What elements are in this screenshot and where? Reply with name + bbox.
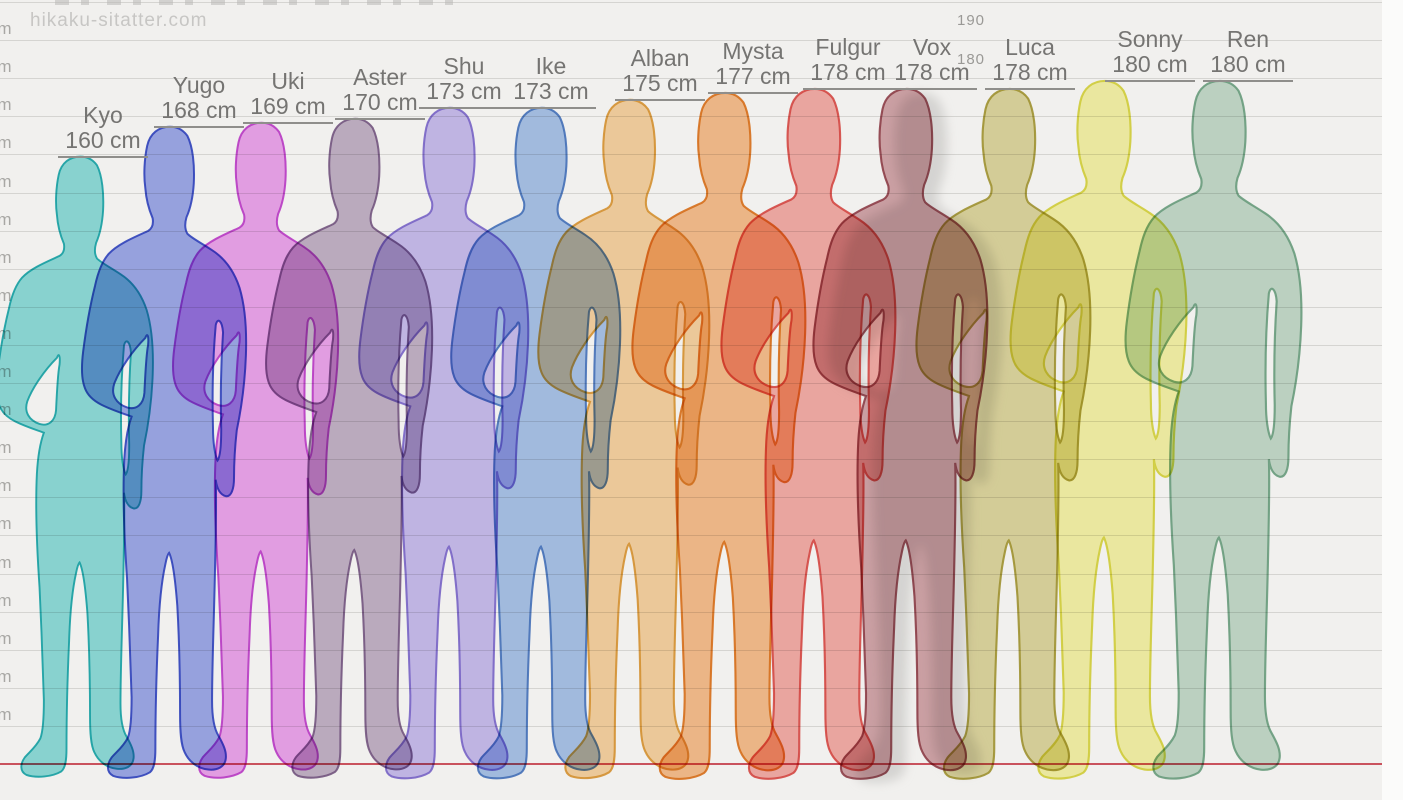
char-height: 177 cm [708, 63, 798, 94]
gridline [0, 116, 1383, 118]
char-label: Luca 178 cm [985, 34, 1075, 90]
inner-axis-label: 190 [957, 12, 986, 29]
figure-ren[interactable] [1117, 78, 1323, 783]
axis-tick-label: 10cm [0, 704, 12, 724]
gridline [0, 2, 1383, 3]
char-label: Fulgur 178 cm [803, 34, 893, 90]
char-name: Aster [353, 64, 407, 91]
char-label: Ren 180 cm [1203, 26, 1293, 83]
char-name: Sonny [1117, 26, 1183, 53]
char-label: Mysta 177 cm [708, 38, 798, 94]
char-name: Mysta [722, 37, 784, 64]
char-name: Alban [630, 45, 690, 72]
char-name: Kyo [83, 102, 123, 129]
axis-tick-label: 130cm [0, 247, 12, 267]
char-label: Shu 173 cm [419, 53, 509, 109]
axis-tick-label: 30cm [0, 628, 12, 648]
axis-tick-label: 190cm [0, 19, 12, 39]
char-label: Aster 170 cm [335, 64, 425, 121]
char-height: 160 cm [58, 128, 148, 159]
char-height: 178 cm [887, 59, 977, 90]
gridline [0, 78, 1383, 80]
char-label: Alban 175 cm [615, 45, 705, 102]
axis-tick-label: 20cm [0, 666, 12, 686]
char-label: Sonny 180 cm [1105, 26, 1195, 83]
char-name: Uki [271, 68, 305, 95]
char-height: 178 cm [985, 59, 1075, 90]
char-name: Ren [1226, 26, 1270, 53]
right-edge-strip [1382, 0, 1403, 800]
char-label: Kyo 160 cm [58, 102, 148, 159]
axis-tick-label: 50cm [0, 552, 12, 572]
axis-tick-label: 120cm [0, 285, 12, 305]
site-watermark: hikaku-sitatter.com [30, 10, 208, 31]
inner-axis-label: 180 [957, 51, 986, 68]
char-label: Yugo 168 cm [154, 72, 244, 128]
char-height: 180 cm [1203, 52, 1293, 83]
char-height: 170 cm [335, 90, 425, 121]
char-name: Luca [1005, 33, 1055, 60]
gridline [0, 192, 1383, 194]
char-height: 168 cm [154, 97, 244, 128]
char-name: Yugo [172, 71, 226, 98]
char-label: Uki 169 cm [243, 68, 333, 125]
char-name: Shu [443, 52, 485, 79]
axis-tick-label: 150cm [0, 171, 12, 191]
axis-tick-label: 140cm [0, 209, 12, 229]
char-height: 175 cm [615, 71, 705, 102]
char-label: Ike 173 cm [506, 53, 596, 109]
cropped-top-text [55, 0, 455, 5]
char-height: 178 cm [803, 59, 893, 90]
gridline [0, 154, 1383, 156]
char-height: 169 cm [243, 94, 333, 125]
char-height: 173 cm [419, 78, 509, 109]
gridline [0, 40, 1383, 42]
char-height: 173 cm [506, 78, 596, 109]
char-label: Vox 178 cm [887, 34, 977, 90]
char-name: Fulgur [815, 33, 881, 60]
char-name: Vox [912, 33, 952, 60]
char-height: 180 cm [1105, 52, 1195, 83]
axis-tick-label: 40cm [0, 590, 12, 610]
char-name: Ike [535, 52, 567, 79]
